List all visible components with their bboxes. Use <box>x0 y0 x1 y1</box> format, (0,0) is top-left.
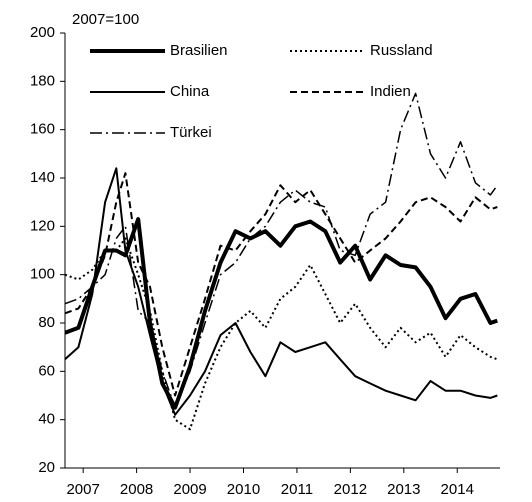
x-tick-label: 2011 <box>281 481 313 498</box>
y-tick-label: 140 <box>30 169 55 186</box>
y-tick-label: 80 <box>38 314 55 331</box>
y-tick-label: 100 <box>30 266 55 283</box>
y-tick-label: 60 <box>38 362 55 379</box>
y-tick-label: 160 <box>30 121 55 138</box>
series-line <box>64 167 498 416</box>
legend-label: Brasilien <box>170 42 228 59</box>
legend-label: Indien <box>370 83 411 100</box>
series-line <box>64 237 498 431</box>
x-tick-label: 2007 <box>66 481 99 498</box>
x-tick-label: 2014 <box>441 481 474 498</box>
y-tick-label: 40 <box>38 411 55 428</box>
y-tick-label: 200 <box>30 24 55 41</box>
series-line <box>64 92 498 409</box>
legend-label: Russland <box>370 42 433 59</box>
series-line <box>64 172 498 397</box>
annotation: 2007=100 <box>72 11 139 28</box>
x-tick-label: 2008 <box>120 481 153 498</box>
legend-label: Türkei <box>170 124 212 141</box>
y-tick-label: 20 <box>38 459 55 476</box>
y-tick-label: 180 <box>30 72 55 89</box>
x-tick-label: 2009 <box>173 481 206 498</box>
series-line <box>64 217 498 410</box>
legend-label: China <box>170 83 210 100</box>
x-tick-label: 2012 <box>334 481 367 498</box>
x-tick-label: 2010 <box>227 481 260 498</box>
x-tick-label: 2013 <box>387 481 420 498</box>
y-tick-label: 120 <box>30 217 55 234</box>
